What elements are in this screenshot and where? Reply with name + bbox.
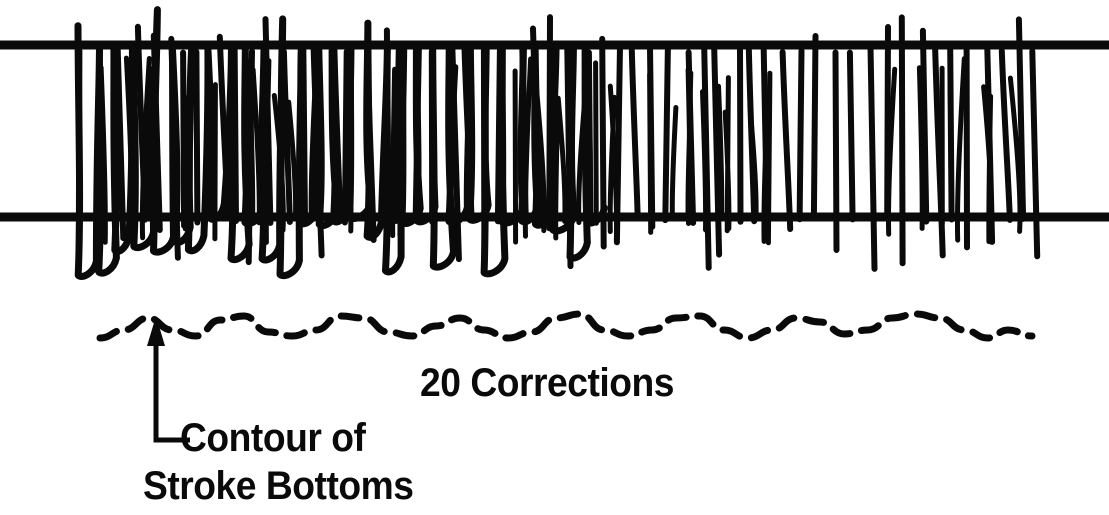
contour-pointer-arrow bbox=[147, 316, 190, 443]
contour-of-stroke-bottoms-line bbox=[96, 310, 1036, 342]
ruled-lines bbox=[0, 40, 1109, 222]
label-contour-of: Contour of bbox=[180, 416, 366, 460]
arrow-leader-line bbox=[153, 338, 190, 443]
label-stroke-bottoms: Stroke Bottoms bbox=[143, 464, 414, 508]
stroke-path-tertiary bbox=[98, 55, 1023, 246]
label-20-corrections: 20 Corrections bbox=[420, 361, 674, 405]
arrow-head-icon bbox=[147, 316, 165, 346]
